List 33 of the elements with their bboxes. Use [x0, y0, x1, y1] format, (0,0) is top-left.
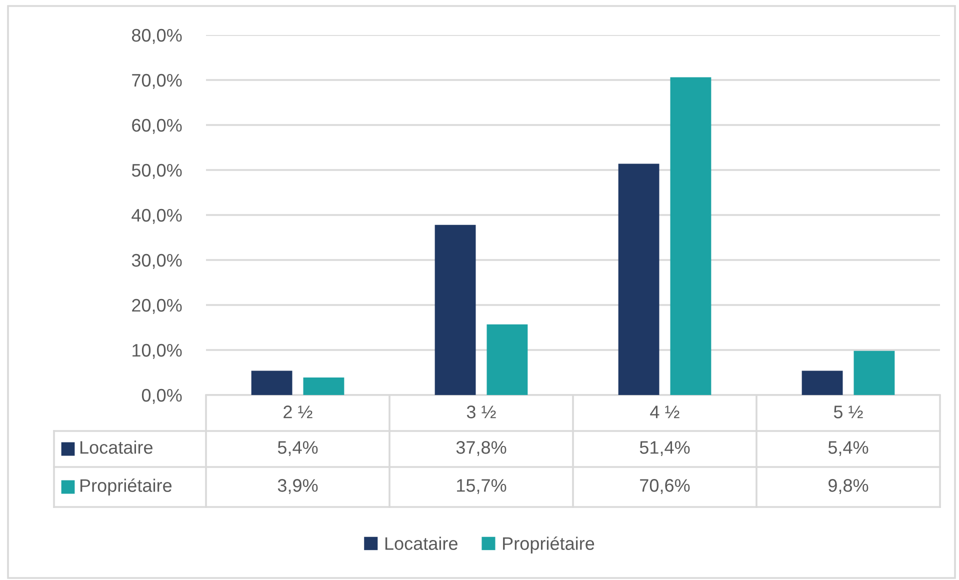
data-label: 37,8%	[456, 441, 506, 456]
data-label: 70,6%	[640, 479, 690, 494]
bar	[303, 377, 344, 395]
legend-label: Locataire	[80, 440, 152, 454]
data-label: 5,4%	[828, 441, 868, 456]
y-tick-label: 20,0%	[132, 298, 182, 314]
y-tick-label: 30,0%	[132, 254, 182, 269]
x-tick-label: 2 ½	[284, 406, 312, 418]
data-label: 5,4%	[278, 441, 318, 456]
bar	[434, 224, 476, 395]
data-label: 51,4%	[640, 441, 690, 456]
y-tick-label: 80,0%	[132, 28, 182, 44]
bar	[618, 164, 660, 395]
y-tick-label: 50,0%	[132, 164, 182, 179]
bar	[670, 77, 712, 395]
y-tick-label: 10,0%	[132, 344, 182, 359]
data-label: 9,8%	[828, 479, 868, 494]
bar	[251, 370, 292, 395]
data-label: 3,9%	[278, 479, 318, 494]
data-label: 15,7%	[457, 479, 506, 494]
bar	[802, 370, 843, 395]
y-tick-label: 70,0%	[132, 74, 182, 89]
text: Propriétaire	[80, 478, 172, 496]
legend-label: Propriétaire	[503, 536, 594, 554]
y-tick-label: 60,0%	[132, 118, 182, 134]
x-tick-label: 5 ½	[834, 406, 863, 418]
y-tick-label: 0,0%	[142, 388, 182, 404]
x-tick-label: 3 ½	[466, 406, 496, 418]
x-tick-label: 4 ½	[650, 406, 680, 418]
bar	[486, 324, 528, 395]
text: Locataire	[385, 536, 458, 550]
bar	[854, 350, 895, 395]
y-tick-label: 40,0%	[132, 208, 182, 224]
